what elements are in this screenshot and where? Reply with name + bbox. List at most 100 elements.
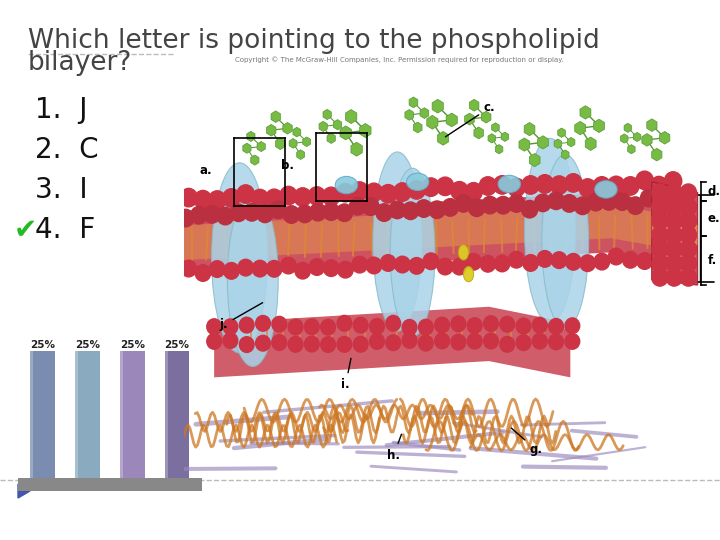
Polygon shape — [538, 136, 549, 149]
Polygon shape — [492, 123, 499, 132]
Polygon shape — [474, 127, 484, 139]
Circle shape — [588, 193, 604, 211]
Polygon shape — [283, 123, 292, 134]
Circle shape — [482, 197, 498, 214]
Circle shape — [257, 205, 273, 222]
Circle shape — [195, 265, 211, 281]
Circle shape — [652, 198, 668, 215]
Ellipse shape — [212, 163, 268, 353]
Text: 25%: 25% — [75, 340, 100, 350]
Text: e.: e. — [708, 212, 720, 225]
Circle shape — [323, 203, 339, 220]
Bar — [165, 352, 189, 478]
Circle shape — [323, 187, 340, 206]
Circle shape — [532, 318, 547, 333]
Circle shape — [451, 316, 466, 332]
Circle shape — [369, 334, 384, 349]
Polygon shape — [495, 145, 503, 154]
Circle shape — [422, 178, 439, 197]
Circle shape — [666, 212, 683, 230]
Bar — [75, 352, 100, 478]
Polygon shape — [624, 123, 631, 132]
Circle shape — [320, 337, 336, 353]
Circle shape — [666, 254, 683, 272]
Bar — [30, 352, 55, 478]
Circle shape — [565, 318, 580, 334]
Circle shape — [466, 253, 482, 270]
Ellipse shape — [525, 138, 575, 323]
Circle shape — [608, 176, 625, 194]
Circle shape — [522, 176, 539, 194]
Circle shape — [495, 197, 511, 214]
Text: Which letter is pointing to the phospholipid: Which letter is pointing to the phosphol… — [28, 28, 600, 54]
FancyBboxPatch shape — [18, 478, 202, 490]
Circle shape — [523, 255, 539, 271]
Polygon shape — [243, 143, 251, 153]
Circle shape — [217, 207, 233, 225]
Circle shape — [480, 177, 497, 195]
Circle shape — [207, 334, 222, 349]
Polygon shape — [214, 307, 570, 377]
Polygon shape — [413, 122, 422, 133]
Circle shape — [636, 253, 652, 269]
Circle shape — [666, 226, 683, 244]
Polygon shape — [634, 132, 641, 141]
Text: 25%: 25% — [120, 340, 145, 350]
Polygon shape — [18, 484, 30, 498]
Circle shape — [409, 258, 424, 274]
Polygon shape — [319, 122, 328, 132]
Circle shape — [354, 336, 368, 352]
Circle shape — [667, 193, 683, 211]
Text: bilayer?: bilayer? — [28, 50, 132, 76]
Circle shape — [641, 190, 657, 207]
Circle shape — [680, 226, 696, 244]
Circle shape — [652, 240, 668, 258]
Circle shape — [256, 335, 270, 351]
Circle shape — [386, 315, 400, 331]
Ellipse shape — [336, 177, 358, 194]
Circle shape — [516, 335, 531, 350]
Circle shape — [376, 204, 392, 221]
Circle shape — [535, 194, 551, 212]
Circle shape — [680, 198, 696, 215]
Circle shape — [308, 187, 325, 205]
Polygon shape — [184, 204, 693, 260]
Circle shape — [652, 226, 668, 244]
Polygon shape — [276, 138, 285, 150]
Polygon shape — [438, 131, 449, 145]
Circle shape — [537, 251, 553, 267]
Circle shape — [508, 252, 524, 268]
Polygon shape — [405, 110, 413, 120]
Polygon shape — [432, 99, 444, 113]
Text: 25%: 25% — [164, 340, 189, 350]
Polygon shape — [289, 139, 297, 148]
Ellipse shape — [595, 181, 617, 198]
Polygon shape — [251, 155, 259, 165]
Circle shape — [323, 260, 339, 276]
Polygon shape — [420, 107, 429, 118]
Circle shape — [239, 337, 254, 353]
Circle shape — [636, 171, 653, 190]
Ellipse shape — [228, 193, 278, 367]
Circle shape — [451, 334, 466, 350]
Circle shape — [394, 183, 411, 201]
Circle shape — [418, 335, 433, 351]
Circle shape — [594, 253, 610, 270]
Text: 1.  J: 1. J — [35, 96, 88, 124]
Circle shape — [623, 252, 638, 268]
Circle shape — [395, 256, 410, 273]
Polygon shape — [293, 127, 301, 137]
Polygon shape — [333, 119, 342, 130]
Text: f.: f. — [708, 254, 717, 267]
Circle shape — [305, 319, 319, 335]
Circle shape — [320, 319, 336, 335]
Ellipse shape — [390, 168, 435, 336]
Text: 3.  I: 3. I — [35, 176, 88, 204]
Circle shape — [369, 319, 384, 334]
Circle shape — [580, 255, 595, 272]
Polygon shape — [621, 134, 628, 143]
Circle shape — [415, 200, 432, 217]
Circle shape — [536, 174, 554, 193]
Polygon shape — [346, 110, 357, 124]
Text: d.: d. — [708, 185, 720, 198]
